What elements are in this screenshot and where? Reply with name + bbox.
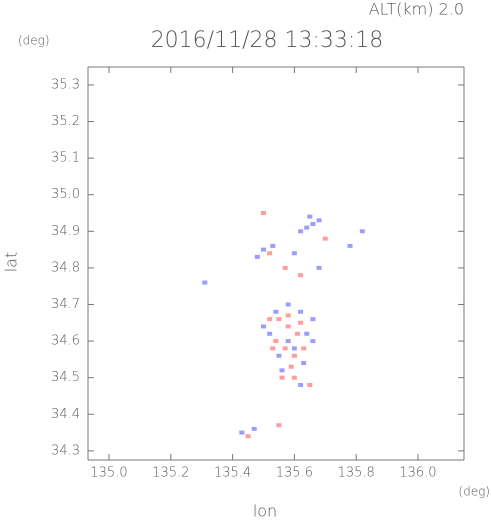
y-tick-label: 34.4: [51, 407, 80, 422]
y-tick-label: 34.5: [51, 370, 80, 385]
echo-point: [260, 324, 266, 329]
echo-point: [260, 211, 266, 216]
chart-title: 2016/11/28 13:33:18: [151, 28, 384, 53]
y-tick-label: 34.3: [51, 443, 80, 458]
echo-point: [310, 221, 316, 226]
echo-point: [279, 375, 285, 380]
echo-point: [307, 382, 313, 387]
echo-point: [322, 236, 328, 241]
y-tick-label: 34.9: [51, 224, 80, 239]
echo-point: [251, 426, 257, 431]
x-unit: (deg): [458, 485, 490, 499]
echo-point: [304, 225, 310, 230]
echo-point: [298, 382, 304, 387]
y-tick-label: 35.2: [51, 114, 80, 129]
x-tick-label: 135.6: [276, 466, 313, 481]
echo-point: [359, 229, 365, 234]
echo-point: [276, 317, 282, 322]
echo-point: [298, 309, 304, 314]
echo-point: [298, 229, 304, 234]
echo-point: [270, 243, 276, 248]
echo-point: [285, 339, 291, 344]
echo-point: [310, 339, 316, 344]
echo-point: [279, 368, 285, 373]
echo-point: [285, 313, 291, 318]
plot-frame: [87, 66, 465, 461]
y-tick-label: 34.8: [51, 260, 80, 275]
echo-point: [276, 423, 282, 428]
echo-point: [288, 364, 294, 369]
echo-point: [307, 214, 313, 219]
echo-point: [267, 251, 273, 256]
echo-point: [291, 346, 297, 351]
echo-point: [239, 430, 245, 435]
echo-point: [254, 254, 260, 259]
altitude-label: ALT(km) 2.0: [369, 0, 464, 19]
echo-point: [276, 353, 282, 358]
echo-point: [298, 320, 304, 325]
echo-point: [301, 346, 307, 351]
echo-point: [285, 302, 291, 307]
echo-point: [291, 353, 297, 358]
y-tick-label: 35.0: [51, 187, 80, 202]
echo-point: [316, 218, 322, 223]
y-tick-label: 34.7: [51, 297, 80, 312]
echo-point: [270, 346, 276, 351]
echo-point: [282, 346, 288, 351]
y-axis-label: lat: [2, 252, 21, 273]
echo-point: [298, 273, 304, 278]
echo-point: [301, 361, 307, 366]
x-tick-label: 135.4: [214, 466, 251, 481]
echo-point: [310, 317, 316, 322]
echo-point: [245, 434, 251, 439]
echo-point: [316, 265, 322, 270]
x-tick-label: 135.0: [90, 466, 127, 481]
echo-point: [202, 280, 208, 285]
echo-point: [260, 247, 266, 252]
y-tick-label: 35.1: [51, 151, 80, 166]
echo-point: [267, 317, 273, 322]
echo-point: [291, 375, 297, 380]
x-axis-label: lon: [253, 502, 277, 521]
echo-point: [304, 331, 310, 336]
x-tick-label: 136.0: [399, 466, 436, 481]
echo-point: [267, 331, 273, 336]
echo-point: [282, 265, 288, 270]
echo-point: [347, 243, 353, 248]
echo-point: [273, 339, 279, 344]
y-unit: (deg): [18, 34, 50, 48]
echo-point: [273, 309, 279, 314]
y-tick-label: 35.3: [51, 77, 80, 92]
x-tick-label: 135.8: [338, 466, 375, 481]
y-tick-label: 34.6: [51, 334, 80, 349]
echo-point: [285, 324, 291, 329]
echo-point: [291, 251, 297, 256]
x-tick-label: 135.2: [152, 466, 189, 481]
echo-point: [294, 331, 300, 336]
